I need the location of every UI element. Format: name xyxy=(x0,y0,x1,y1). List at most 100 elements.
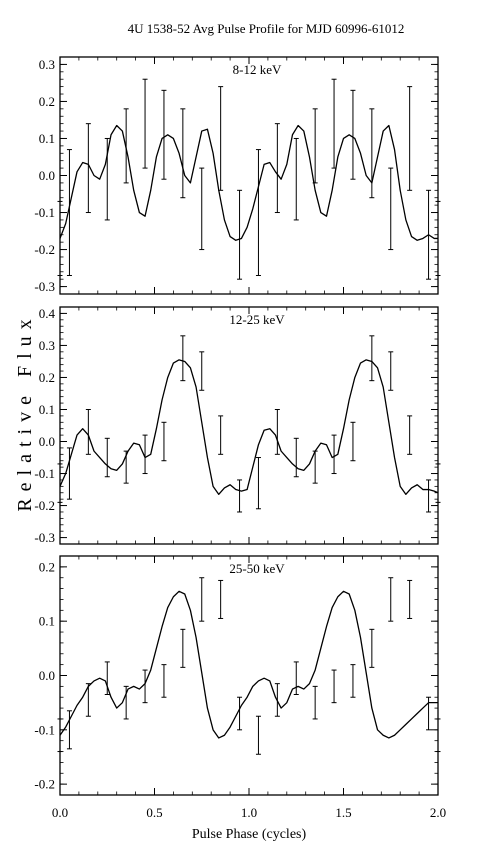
error-bar xyxy=(293,437,299,478)
x-axis-label: Pulse Phase (cycles) xyxy=(192,827,307,842)
error-bar xyxy=(66,149,72,276)
error-bar xyxy=(293,661,299,696)
y-tick-label: -0.1 xyxy=(34,722,55,737)
error-bar xyxy=(312,108,318,184)
error-bar xyxy=(350,89,356,180)
error-bar xyxy=(274,683,280,717)
y-tick-label: 0.4 xyxy=(39,306,56,321)
x-tick-label: 0.0 xyxy=(52,805,68,820)
error-bar xyxy=(255,715,261,755)
error-bar xyxy=(369,628,375,668)
y-tick-label: 0.2 xyxy=(39,94,55,109)
error-bar xyxy=(123,108,129,184)
error-bar xyxy=(161,421,167,462)
error-bar xyxy=(218,579,224,619)
profile-curve xyxy=(59,590,438,739)
y-tick-label: 0.3 xyxy=(39,338,55,353)
y-tick-label: 0.3 xyxy=(39,57,55,72)
error-bar xyxy=(274,408,280,455)
profile-curve xyxy=(59,124,438,241)
y-tick-label: -0.3 xyxy=(34,279,55,294)
error-bar xyxy=(407,86,413,191)
error-bar xyxy=(123,685,129,720)
error-bar xyxy=(199,167,205,251)
error-bar xyxy=(180,628,186,668)
x-tick-label: 0.5 xyxy=(146,805,162,820)
panel-3: -0.2 -0.1 0.0 0.1 0.2 0.0 0.5 1.0 1.5 2.0 25-50 ke… xyxy=(34,555,446,820)
error-bar xyxy=(104,137,110,221)
error-bar xyxy=(57,718,63,753)
error-bar xyxy=(426,479,432,513)
error-bar xyxy=(435,463,441,503)
panel-2: -0.3 -0.2 -0.1 0.0 0.1 0.2 0.3 0.4 12-25 keV xyxy=(34,306,441,545)
error-bar xyxy=(142,669,148,704)
error-bar xyxy=(369,108,375,199)
error-bar xyxy=(218,86,224,191)
error-bar xyxy=(274,123,280,214)
error-bar xyxy=(57,200,63,276)
error-bar xyxy=(255,149,261,276)
energy-band-label: 8-12 keV xyxy=(233,62,282,77)
y-tick-label: 0.1 xyxy=(39,402,55,417)
profile-curve xyxy=(59,359,439,496)
error-bar xyxy=(85,683,91,717)
y-tick-label: 0.2 xyxy=(39,559,55,574)
error-bar xyxy=(142,78,148,169)
y-tick-label: -0.1 xyxy=(34,466,55,481)
error-bar xyxy=(104,437,110,478)
error-bar xyxy=(85,408,91,455)
x-tick-label: 1.0 xyxy=(241,805,257,820)
error-bar xyxy=(123,450,129,484)
error-bar xyxy=(161,89,167,180)
error-bar xyxy=(199,351,205,391)
error-bar xyxy=(293,137,299,221)
y-tick-label: -0.2 xyxy=(34,777,55,792)
error-bar xyxy=(426,189,432,280)
error-bar xyxy=(180,335,186,382)
y-tick-label: 0.0 xyxy=(39,168,55,183)
error-bar xyxy=(350,664,356,698)
error-bar xyxy=(407,415,413,455)
energy-band-label: 12-25 keV xyxy=(229,312,285,327)
error-bar xyxy=(435,718,441,753)
panel-1: -0.3 -0.2 -0.1 0.0 0.1 0.2 0.3 8-12 keV xyxy=(34,56,441,295)
error-bar xyxy=(388,351,394,391)
error-bar xyxy=(426,696,432,731)
y-tick-label: 0.0 xyxy=(39,668,55,683)
error-bar xyxy=(85,123,91,214)
error-bar xyxy=(237,696,243,731)
error-bar xyxy=(255,457,261,510)
y-tick-label: 0.1 xyxy=(39,614,55,629)
error-bar xyxy=(142,434,148,475)
error-bar xyxy=(312,685,318,720)
y-tick-label: 0.0 xyxy=(39,434,55,449)
panel-frame xyxy=(59,306,439,545)
energy-band-label: 25-50 keV xyxy=(229,561,285,576)
error-bar xyxy=(435,200,441,276)
error-bar xyxy=(388,167,394,251)
y-tick-label: -0.2 xyxy=(34,498,55,513)
y-tick-label: 0.1 xyxy=(39,131,55,146)
error-bar xyxy=(237,189,243,280)
error-bar xyxy=(331,434,337,475)
error-bar xyxy=(369,335,375,382)
panel-frame xyxy=(59,56,439,295)
panels: -0.3 -0.2 -0.1 0.0 0.1 0.2 0.3 8-12 keV -0.3 -0.2… xyxy=(34,56,446,820)
error-bar xyxy=(66,447,72,500)
error-bar xyxy=(66,710,72,750)
error-bar xyxy=(180,108,186,199)
error-bar xyxy=(331,669,337,704)
y-tick-label: -0.3 xyxy=(34,530,55,545)
y-tick-label: 0.2 xyxy=(39,370,55,385)
error-bar xyxy=(407,579,413,619)
panel-frame xyxy=(59,555,439,796)
figure-title: 4U 1538-52 Avg Pulse Profile for MJD 609… xyxy=(128,21,405,36)
error-bar xyxy=(331,78,337,169)
error-bar xyxy=(104,661,110,696)
error-bar xyxy=(199,577,205,622)
error-bar xyxy=(237,479,243,513)
y-tick-label: -0.1 xyxy=(34,205,55,220)
error-bar xyxy=(161,664,167,698)
error-bar xyxy=(312,450,318,484)
